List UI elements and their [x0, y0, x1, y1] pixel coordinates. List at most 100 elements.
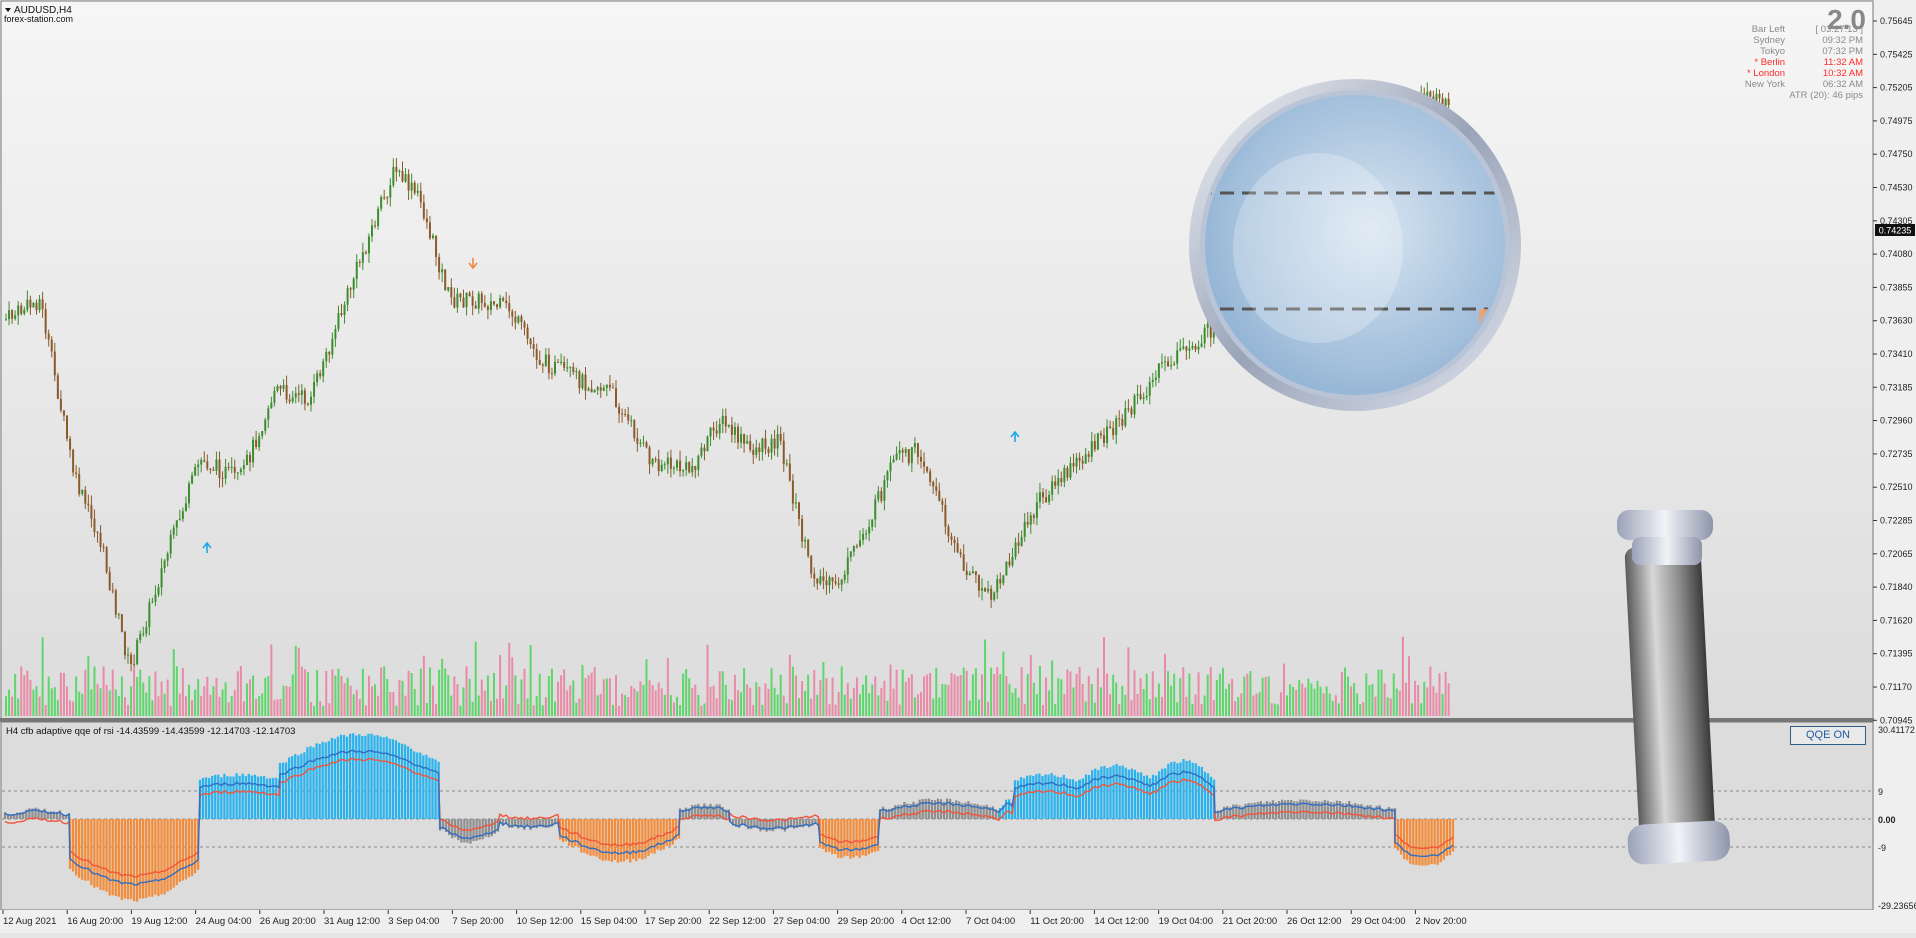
price-axis: [1874, 0, 1916, 933]
candle-body: [688, 462, 691, 473]
panel-separator[interactable]: [0, 718, 1874, 722]
candle-body: [892, 459, 895, 463]
candle-body: [157, 587, 160, 595]
hud-row-tokyo: Tokyo 07:32 PM: [1653, 46, 1863, 57]
candle-body: [852, 545, 855, 552]
candle-body: [480, 293, 483, 303]
candle-body: [245, 454, 248, 466]
time-tick-label: 21 Oct 20:00: [1223, 916, 1277, 927]
candle-body: [895, 453, 898, 460]
candle-body: [136, 640, 139, 665]
candle-body: [1087, 454, 1090, 457]
candle-body: [541, 364, 544, 366]
candle-body: [578, 371, 581, 389]
candle-body: [438, 257, 441, 273]
candle-body: [139, 633, 142, 641]
candle-body: [1060, 477, 1063, 482]
candle-body: [194, 467, 197, 476]
candle-body: [1139, 394, 1142, 399]
candle-body: [676, 460, 678, 468]
candle-body: [145, 627, 148, 634]
candle-body: [871, 519, 874, 528]
qqe-toggle-button[interactable]: QQE ON: [1790, 726, 1866, 745]
candle-body: [1081, 460, 1084, 464]
price-tick-label: 0.73185: [1880, 382, 1913, 392]
candle-body: [627, 414, 630, 421]
candle-body: [130, 654, 133, 664]
candle-body: [105, 547, 108, 573]
candle-body: [142, 633, 145, 635]
hud-row-newyork: New York 06:32 AM: [1653, 79, 1863, 90]
candle-body: [428, 222, 431, 239]
candle-body: [450, 287, 453, 298]
candle-body: [868, 527, 871, 534]
time-tick-label: 7 Sep 20:00: [452, 916, 503, 927]
hud-row-sydney: Sydney 09:32 PM: [1653, 35, 1863, 46]
candle-body: [593, 389, 596, 393]
price-tick-label: 0.73855: [1880, 282, 1913, 292]
candle-body: [108, 572, 111, 591]
time-tick-label: 27 Sep 04:00: [773, 916, 830, 927]
time-tick-label: 10 Sep 12:00: [517, 916, 574, 927]
candle-body: [1124, 408, 1127, 426]
candle-body: [273, 390, 276, 403]
candle-body: [188, 483, 190, 504]
candle-body: [163, 560, 166, 569]
time-tick-label: 29 Oct 04:00: [1351, 916, 1405, 927]
candle-body: [718, 424, 721, 434]
candle-body: [477, 293, 480, 309]
magnifier-handle: [1624, 544, 1715, 838]
candle-body: [1176, 350, 1179, 364]
candle-body: [41, 299, 44, 310]
hud-row-berlin: * Berlin 11:32 AM: [1653, 57, 1863, 68]
candle-body: [657, 459, 660, 472]
candle-body: [849, 551, 852, 558]
candle-body: [1093, 441, 1096, 450]
candle-body: [920, 456, 922, 462]
ind-tick-top: 30.41172: [1878, 725, 1915, 735]
candle-body: [706, 436, 709, 452]
candle-body: [669, 457, 672, 469]
candle-body: [929, 471, 932, 482]
candle-body: [550, 373, 553, 375]
chevron-down-icon[interactable]: [5, 8, 11, 12]
candle-body: [1045, 497, 1048, 503]
candle-body: [828, 577, 831, 586]
candle-body: [672, 467, 675, 469]
candle-body: [685, 462, 688, 470]
candle-body: [395, 167, 398, 172]
candle-body: [364, 252, 367, 254]
candle-body: [44, 309, 47, 334]
hud-row-bar-left: Bar Left [ 03:27:13 ]: [1653, 24, 1863, 35]
time-tick-label: 15 Sep 04:00: [581, 916, 638, 927]
candle-body: [252, 439, 255, 463]
candle-body: [8, 310, 11, 320]
candle-body: [1429, 91, 1432, 97]
time-tick-label: 7 Oct 04:00: [966, 916, 1015, 927]
candle-body: [72, 449, 75, 473]
candle-body: [880, 491, 883, 501]
candle-body: [374, 225, 377, 227]
candle-body: [111, 590, 114, 592]
candle-body: [1014, 542, 1017, 557]
candle-body: [904, 449, 907, 453]
candle-body: [78, 473, 81, 494]
candle-body: [651, 459, 654, 465]
candle-body: [956, 543, 959, 553]
candle-body: [855, 545, 858, 547]
candle-body: [941, 500, 944, 505]
candle-body: [224, 466, 227, 479]
candle-body: [496, 304, 499, 308]
time-axis: [0, 910, 1874, 933]
candle-body: [752, 449, 755, 455]
candle-body: [554, 361, 556, 374]
time-tick-label: 3 Sep 04:00: [388, 916, 439, 927]
time-tick-label: 24 Aug 04:00: [196, 916, 252, 927]
time-tick-label: 29 Sep 20:00: [838, 916, 895, 927]
candle-body: [630, 420, 633, 422]
price-panel[interactable]: [0, 0, 1874, 720]
hud-value: 06:32 AM: [1822, 79, 1863, 90]
candle-body: [322, 361, 325, 377]
hud-row-london: * London 10:32 AM: [1653, 68, 1863, 79]
